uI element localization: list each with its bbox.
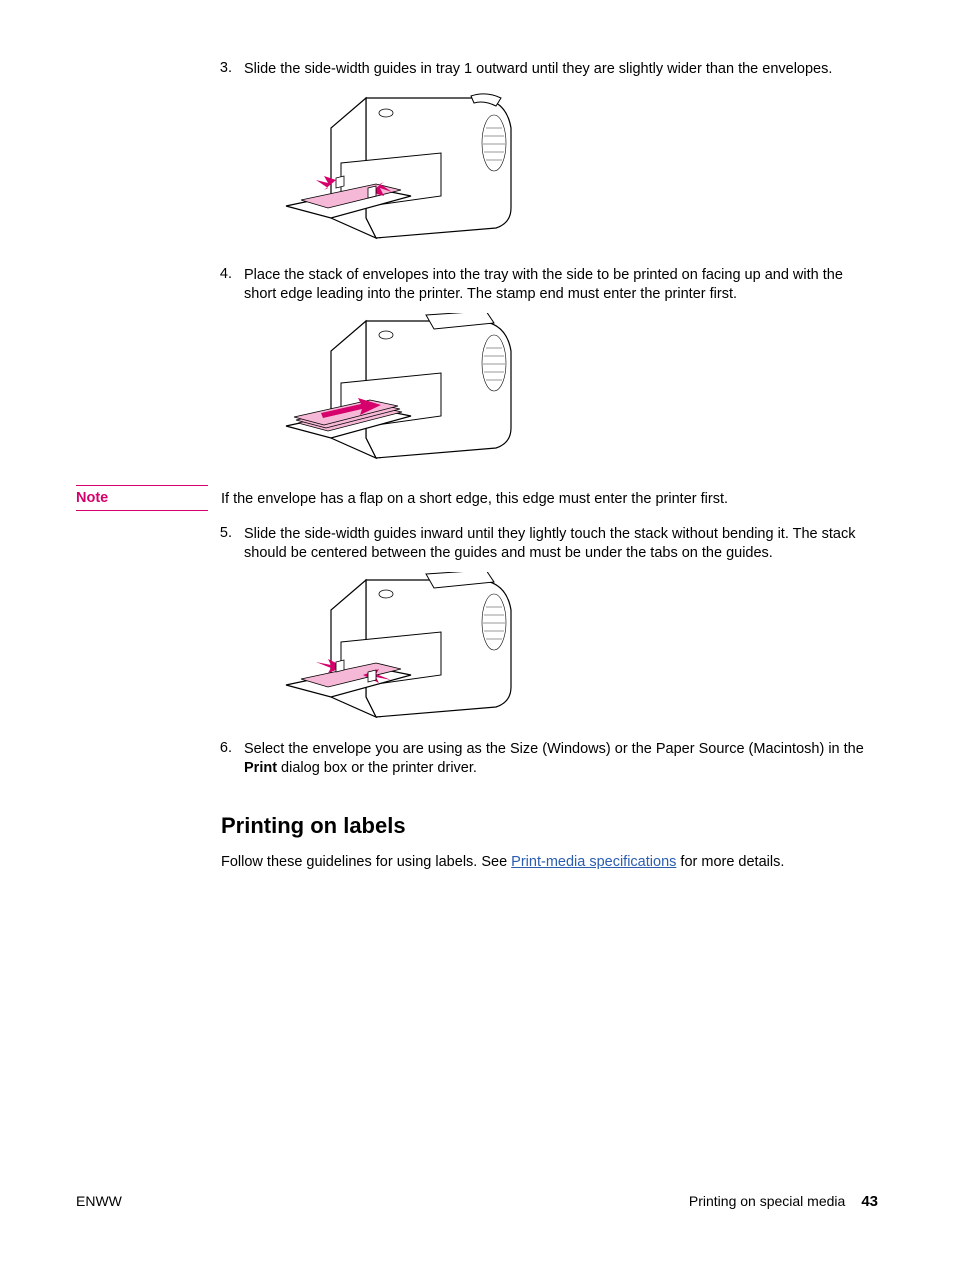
note-block: Note If the envelope has a flap on a sho… [76,481,878,511]
step6-text-b: dialog box or the printer driver. [277,760,477,776]
intro-b: for more details. [676,854,784,870]
figure-step-5 [276,572,878,722]
note-label: Note [76,485,208,511]
step-number: 6. [76,740,244,779]
footer-page-number: 43 [861,1193,878,1210]
step-5: 5. Slide the side-width guides inward un… [76,525,878,564]
section-heading-row: Printing on labels [221,813,878,839]
intro-a: Follow these guidelines for using labels… [221,854,511,870]
figure-step-4 [276,313,878,463]
step-number: 3. [76,60,244,80]
page-footer: ENWW Printing on special media 43 [76,1193,878,1210]
step-3: 3. Slide the side-width guides in tray 1… [76,60,878,80]
step6-text-a: Select the envelope you are using as the… [244,741,864,757]
step-number: 5. [76,525,244,564]
section-intro: Follow these guidelines for using labels… [221,853,878,873]
step-number: 4. [76,266,244,305]
footer-section-title: Printing on special media [689,1193,845,1209]
step6-bold: Print [244,760,277,776]
figure-step-3 [276,88,878,248]
step-text: Select the envelope you are using as the… [244,740,878,779]
footer-left: ENWW [76,1193,122,1209]
step-text: Slide the side-width guides in tray 1 ou… [244,60,878,80]
note-text: If the envelope has a flap on a short ed… [216,481,878,511]
print-media-spec-link[interactable]: Print-media specifications [511,854,676,870]
step-text: Place the stack of envelopes into the tr… [244,266,878,305]
section-heading: Printing on labels [221,813,878,839]
step-text: Slide the side-width guides inward until… [244,525,878,564]
step-4: 4. Place the stack of envelopes into the… [76,266,878,305]
step-6: 6. Select the envelope you are using as … [76,740,878,779]
